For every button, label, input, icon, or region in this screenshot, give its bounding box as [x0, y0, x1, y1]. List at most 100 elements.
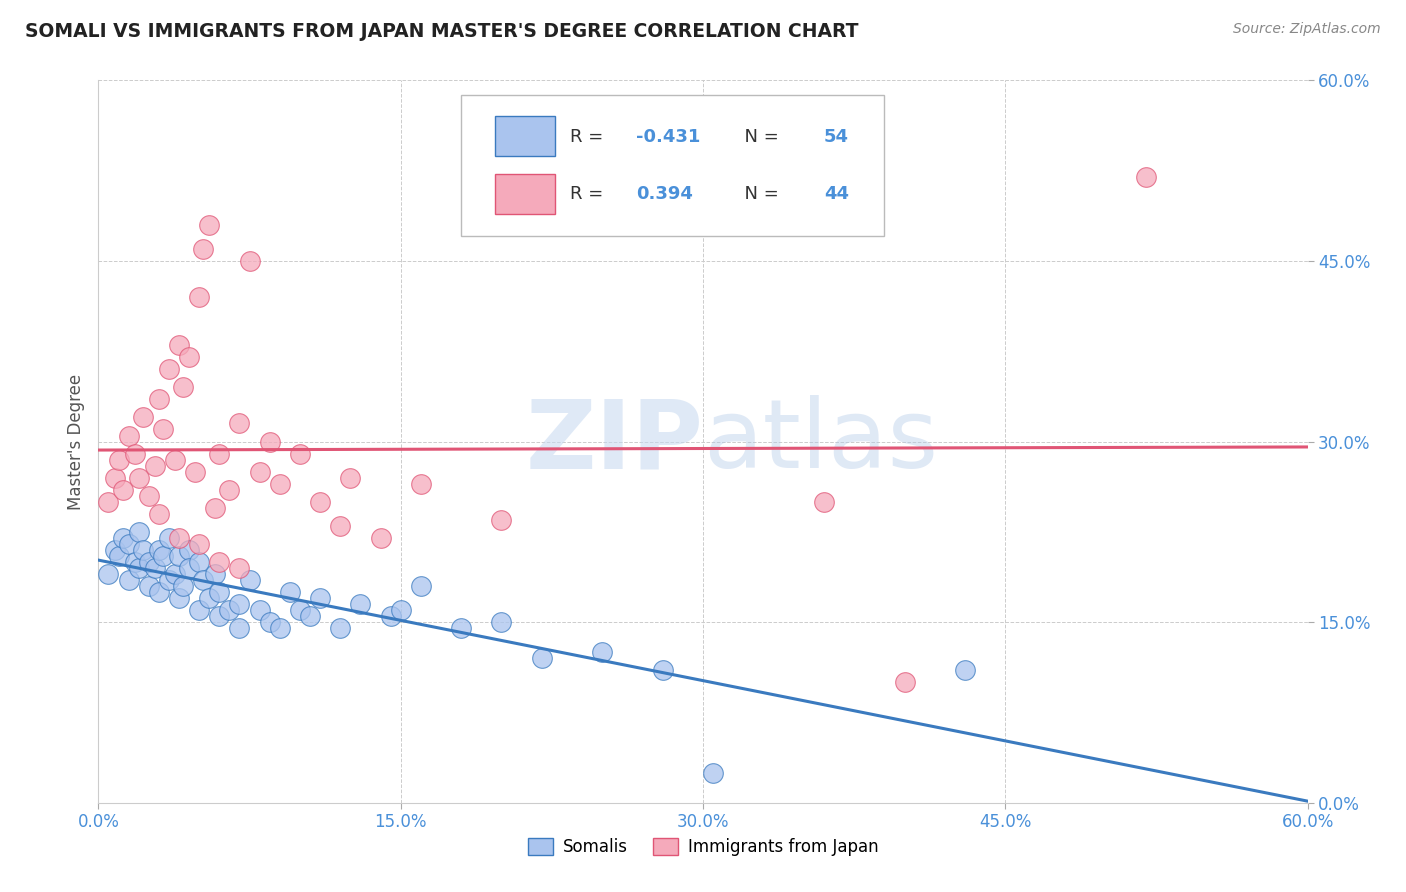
Point	[143, 561, 166, 575]
Point	[148, 507, 170, 521]
Point	[370, 531, 392, 545]
Point	[591, 645, 613, 659]
Point	[208, 609, 231, 624]
Point	[249, 465, 271, 479]
Point	[228, 597, 250, 611]
Point	[111, 531, 134, 545]
Point	[269, 476, 291, 491]
Point	[97, 567, 120, 582]
Text: R =: R =	[569, 186, 614, 203]
Point	[148, 392, 170, 407]
Point	[269, 621, 291, 635]
Point	[208, 585, 231, 599]
Point	[163, 567, 186, 582]
Point	[179, 350, 201, 364]
Point	[188, 555, 211, 569]
Point	[309, 591, 332, 606]
Point	[491, 513, 513, 527]
Point	[530, 651, 553, 665]
Point	[118, 537, 141, 551]
Point	[299, 609, 322, 624]
Point	[143, 458, 166, 473]
Point	[409, 579, 432, 593]
Point	[193, 242, 215, 256]
Point	[239, 253, 262, 268]
Point	[128, 524, 150, 539]
Point	[409, 476, 432, 491]
Point	[124, 446, 146, 460]
Point	[179, 561, 201, 575]
Point	[288, 446, 311, 460]
Legend: Somalis, Immigrants from Japan: Somalis, Immigrants from Japan	[522, 831, 884, 863]
Point	[188, 537, 211, 551]
Point	[172, 579, 194, 593]
Text: 44: 44	[824, 186, 849, 203]
Point	[167, 591, 190, 606]
Point	[128, 561, 150, 575]
Y-axis label: Master's Degree: Master's Degree	[66, 374, 84, 509]
Point	[157, 531, 180, 545]
FancyBboxPatch shape	[495, 116, 555, 156]
Point	[259, 615, 281, 630]
Point	[148, 585, 170, 599]
Point	[97, 494, 120, 508]
Point	[893, 675, 915, 690]
Point	[167, 338, 190, 352]
Point	[288, 603, 311, 617]
Point	[138, 555, 160, 569]
Point	[309, 494, 332, 508]
Text: SOMALI VS IMMIGRANTS FROM JAPAN MASTER'S DEGREE CORRELATION CHART: SOMALI VS IMMIGRANTS FROM JAPAN MASTER'S…	[25, 22, 859, 41]
Point	[450, 621, 472, 635]
Point	[228, 417, 250, 431]
Point	[179, 542, 201, 557]
Point	[329, 621, 352, 635]
Point	[380, 609, 402, 624]
Point	[118, 573, 141, 587]
Point	[138, 579, 160, 593]
Point	[239, 573, 262, 587]
Point	[172, 380, 194, 394]
Text: 54: 54	[824, 128, 849, 145]
Point	[259, 434, 281, 449]
Point	[228, 621, 250, 635]
Point	[953, 664, 976, 678]
Point	[167, 549, 190, 563]
Text: N =: N =	[734, 186, 785, 203]
Point	[1135, 169, 1157, 184]
Point	[111, 483, 134, 497]
Point	[278, 585, 301, 599]
Point	[218, 483, 240, 497]
Point	[208, 555, 231, 569]
Point	[218, 603, 240, 617]
Point	[389, 603, 412, 617]
Point	[107, 452, 129, 467]
Text: -0.431: -0.431	[637, 128, 700, 145]
Point	[152, 423, 174, 437]
Point	[163, 452, 186, 467]
Point	[107, 549, 129, 563]
Point	[152, 549, 174, 563]
Point	[184, 465, 207, 479]
Text: R =: R =	[569, 128, 609, 145]
Point	[228, 561, 250, 575]
Point	[188, 603, 211, 617]
Point	[249, 603, 271, 617]
Text: Source: ZipAtlas.com: Source: ZipAtlas.com	[1233, 22, 1381, 37]
Text: atlas: atlas	[703, 395, 938, 488]
Point	[198, 591, 221, 606]
Point	[138, 489, 160, 503]
Point	[132, 410, 155, 425]
Text: 0.394: 0.394	[637, 186, 693, 203]
Point	[651, 664, 673, 678]
Point	[491, 615, 513, 630]
Point	[157, 362, 180, 376]
Point	[329, 519, 352, 533]
Point	[124, 555, 146, 569]
Point	[103, 471, 125, 485]
Point	[118, 428, 141, 442]
FancyBboxPatch shape	[495, 174, 555, 214]
Point	[813, 494, 835, 508]
Point	[204, 567, 226, 582]
Point	[167, 531, 190, 545]
Text: ZIP: ZIP	[524, 395, 703, 488]
